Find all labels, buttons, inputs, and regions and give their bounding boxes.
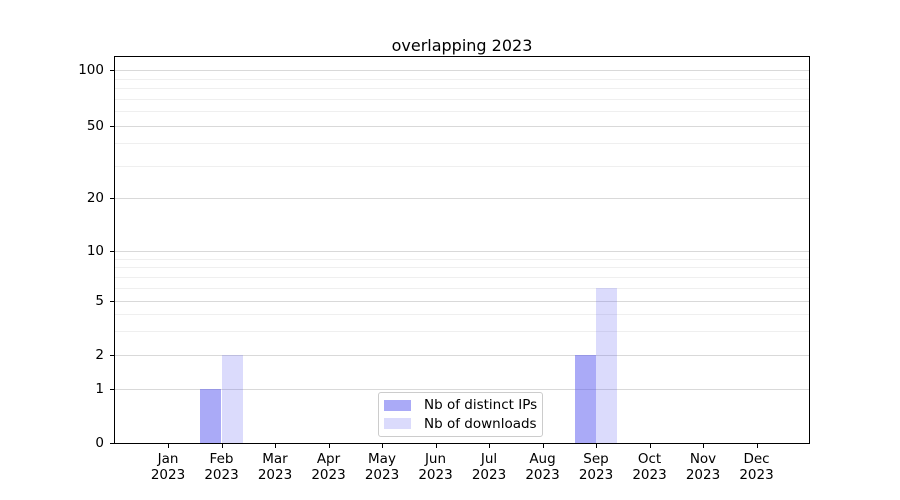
minor-gridline: [115, 143, 809, 145]
y-tick-label: 50: [86, 117, 104, 134]
major-gridline: [115, 70, 809, 71]
x-tick-label-aug: Aug 2023: [511, 451, 575, 483]
legend-label-distinct-ips: Nb of distinct IPs: [424, 397, 538, 414]
y-tick-mark: [110, 125, 114, 127]
minor-gridline: [115, 313, 809, 315]
x-tick-label-jun: Jun 2023: [404, 451, 468, 483]
x-tick-mark: [756, 444, 758, 448]
x-tick-label-nov: Nov 2023: [671, 451, 735, 483]
major-gridline: [115, 251, 809, 252]
major-gridline: [115, 388, 809, 390]
x-tick-year: 2023: [364, 467, 400, 483]
x-tick-month: Sep: [583, 451, 609, 467]
bar-distinct-ips-feb: [200, 388, 222, 443]
legend-swatch-distinct-ips: [384, 399, 411, 411]
y-tick-mark: [110, 355, 114, 356]
x-tick-mark: [168, 444, 169, 448]
x-tick-mark: [221, 444, 223, 448]
y-tick-label: 1: [95, 380, 104, 397]
x-tick-month: Jul: [480, 451, 498, 467]
x-tick-month: Feb: [209, 451, 234, 467]
minor-gridline: [115, 287, 809, 289]
x-tick-year: 2023: [525, 467, 560, 483]
y-tick-label: 5: [95, 292, 104, 309]
x-tick-month: May: [368, 451, 396, 467]
x-tick-month: Mar: [262, 451, 288, 467]
y-tick-label: 2: [95, 347, 104, 363]
y-tick-mark: [110, 388, 114, 390]
x-tick-mark: [382, 444, 383, 448]
major-gridline: [115, 125, 809, 127]
minor-gridline: [115, 111, 809, 112]
x-tick-mark: [596, 444, 597, 448]
x-tick-mark: [649, 444, 651, 448]
x-tick-mark: [275, 444, 276, 448]
x-tick-year: 2023: [471, 467, 507, 483]
minor-gridline: [115, 258, 809, 260]
minor-gridline: [115, 87, 809, 89]
x-tick-month: Oct: [637, 451, 662, 467]
y-tick-mark: [110, 300, 114, 302]
x-tick-label-jul: Jul 2023: [457, 451, 521, 483]
minor-gridline: [115, 331, 809, 332]
x-tick-month: Aug: [529, 451, 556, 467]
minor-gridline: [115, 267, 809, 268]
x-tick-month: Apr: [316, 451, 341, 467]
x-tick-month: Jan: [157, 451, 179, 467]
x-tick-label-sep: Sep 2023: [564, 451, 628, 483]
bar-distinct-ips-sep: [574, 355, 596, 443]
y-tick-mark: [110, 443, 114, 444]
y-tick-mark: [110, 70, 114, 71]
x-tick-month: Dec: [743, 451, 770, 467]
legend-swatch-downloads: [384, 418, 411, 430]
bar-downloads-feb: [221, 355, 243, 443]
x-tick-year: 2023: [418, 467, 453, 483]
x-tick-mark: [435, 444, 437, 448]
legend-item-downloads: Nb of downloads: [384, 415, 537, 434]
x-tick-label-feb: Feb 2023: [190, 451, 254, 483]
x-tick-label-oct: Oct 2023: [618, 451, 682, 483]
y-tick-label: 0: [95, 435, 104, 451]
x-tick-year: 2023: [257, 467, 293, 483]
minor-gridline: [115, 276, 809, 278]
plot-area: [114, 56, 810, 444]
x-tick-month: Nov: [689, 451, 717, 467]
minor-gridline: [115, 166, 809, 167]
legend-label-downloads: Nb of downloads: [424, 415, 537, 432]
legend-item-distinct-ips: Nb of distinct IPs: [384, 396, 538, 415]
x-tick-label-apr: Apr 2023: [297, 451, 361, 483]
major-gridline: [115, 300, 809, 302]
y-tick-label: 10: [86, 243, 104, 259]
x-tick-month: Jun: [424, 451, 447, 467]
legend: Nb of distinct IPs Nb of downloads: [378, 392, 543, 437]
x-tick-label-mar: Mar 2023: [243, 451, 307, 483]
x-tick-mark: [542, 444, 544, 448]
x-tick-year: 2023: [578, 467, 614, 483]
major-gridline: [115, 198, 809, 199]
y-tick-mark: [110, 251, 114, 252]
chart-title: overlapping 2023: [391, 36, 533, 55]
y-tick-label: 20: [86, 190, 104, 206]
x-tick-label-may: May 2023: [350, 451, 414, 483]
x-tick-label-dec: Dec 2023: [725, 451, 789, 483]
x-tick-year: 2023: [311, 467, 346, 483]
x-tick-year: 2023: [685, 467, 721, 483]
bar-downloads-sep: [596, 287, 618, 443]
x-tick-mark: [489, 444, 490, 448]
y-tick-label: 100: [78, 62, 104, 78]
x-tick-mark: [703, 444, 704, 448]
minor-gridline: [115, 98, 809, 100]
x-tick-year: 2023: [632, 467, 667, 483]
x-tick-label-jan: Jan 2023: [136, 451, 200, 483]
major-gridline: [115, 355, 809, 356]
x-tick-year: 2023: [204, 467, 239, 483]
y-tick-mark: [110, 198, 114, 199]
x-tick-year: 2023: [150, 467, 186, 483]
minor-gridline: [115, 78, 809, 80]
x-tick-mark: [328, 444, 330, 448]
x-tick-year: 2023: [739, 467, 774, 483]
